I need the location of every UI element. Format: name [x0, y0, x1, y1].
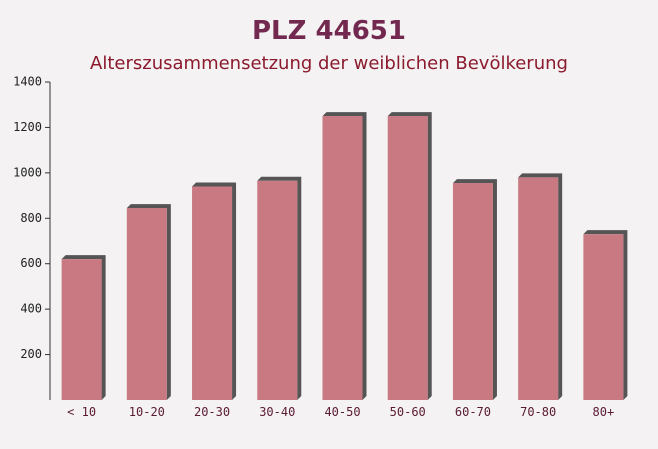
bar [322, 116, 363, 401]
x-tick-label: 30-40 [259, 405, 295, 419]
bar [257, 180, 298, 400]
chart-subtitle: Alterszusammensetzung der weiblichen Bev… [90, 53, 568, 74]
x-tick-label: 60-70 [455, 405, 491, 419]
bar [518, 177, 559, 400]
bar [192, 186, 233, 400]
y-tick-label: 1000 [13, 165, 42, 179]
y-tick-label: 800 [20, 211, 42, 225]
y-tick-label: 400 [20, 302, 42, 316]
x-tick-label: 10-20 [129, 405, 165, 419]
x-tick-label: 50-60 [390, 405, 426, 419]
y-tick-label: 1200 [13, 120, 42, 134]
x-tick-label: 20-30 [194, 405, 230, 419]
y-tick-label: 600 [20, 256, 42, 270]
x-tick-label: 70-80 [520, 405, 556, 419]
chart-title: PLZ 44651 [252, 16, 406, 46]
x-tick-label: < 10 [67, 405, 96, 419]
y-tick-label: 200 [20, 347, 42, 361]
x-tick-label: 80+ [593, 405, 615, 419]
bar [452, 183, 493, 400]
bar [583, 234, 624, 400]
bar [387, 116, 428, 401]
bar [61, 259, 102, 400]
y-tick-label: 1400 [13, 75, 42, 89]
x-tick-label: 40-50 [324, 405, 360, 419]
bar [126, 208, 167, 400]
